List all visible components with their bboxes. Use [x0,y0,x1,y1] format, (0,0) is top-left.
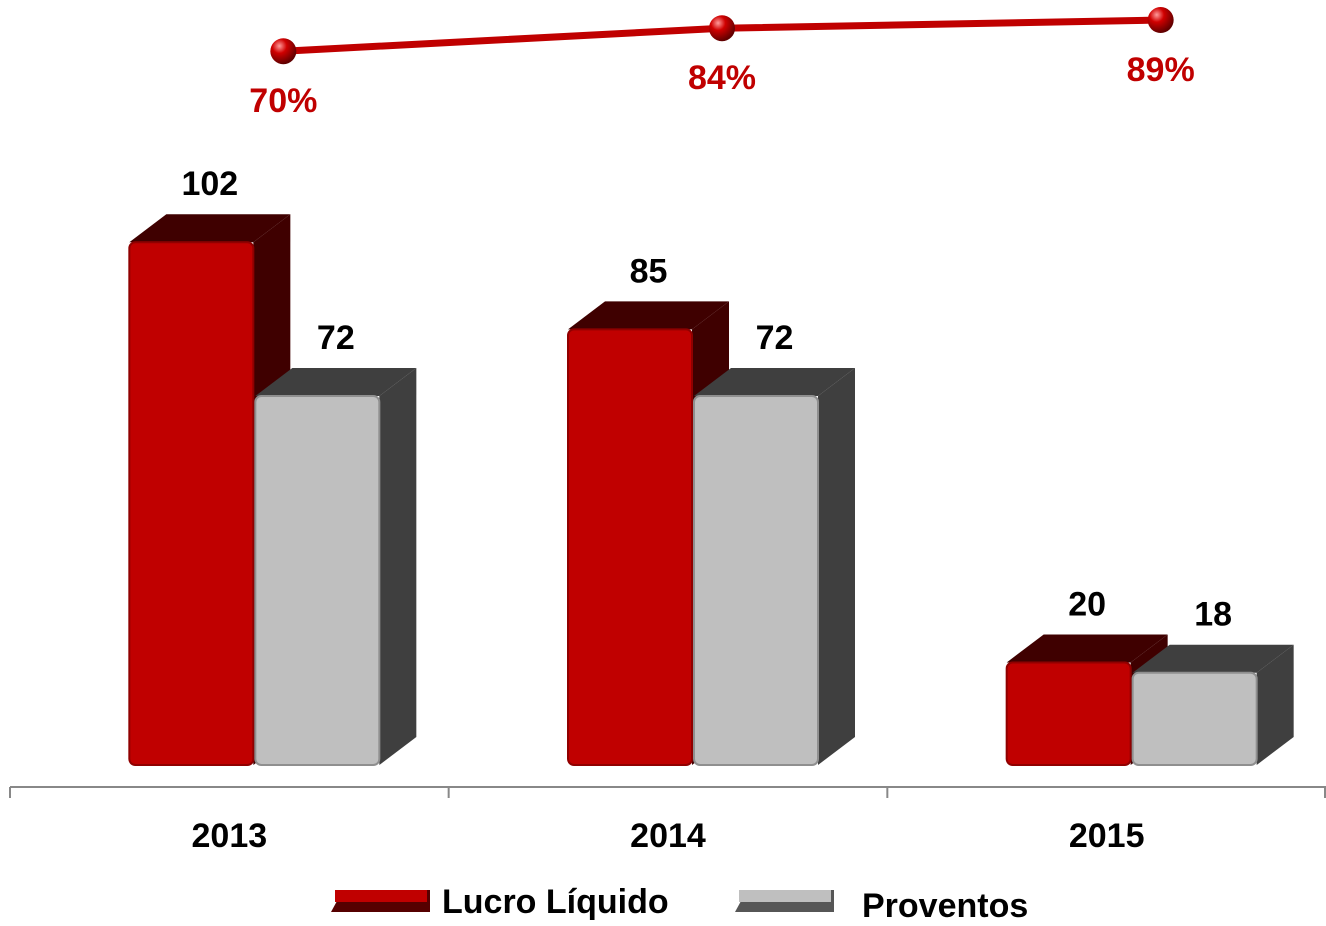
bar-top [568,301,729,330]
data-label: 18 [1194,596,1232,634]
data-label: 85 [630,252,668,290]
legend-label: Lucro Líquido [442,883,669,921]
bar-top [255,368,417,396]
bar [567,328,693,766]
data-label: 84% [688,59,756,97]
line-marker [1147,7,1174,34]
data-label: 89% [1127,51,1195,89]
data-label: 70% [249,82,317,120]
bar [128,241,255,766]
legend-swatch [335,890,427,902]
x-tick-label: 2014 [630,817,706,855]
data-label: 72 [756,319,794,357]
bar-side [1256,644,1294,765]
line-marker [270,38,297,65]
bar-top [1006,634,1168,663]
bar-side [379,368,417,765]
bar [1005,661,1132,766]
x-tick-label: 2015 [1069,817,1145,855]
bar [693,395,819,766]
bar-top [129,214,291,243]
bar [1131,671,1258,766]
bar-top [694,368,855,396]
x-tick-label: 2013 [192,817,268,855]
line-marker [709,15,735,42]
data-label: 20 [1068,585,1106,623]
legend-label: Proventos [862,887,1028,925]
bar-top [1132,644,1294,673]
bar [254,395,381,766]
data-label: 72 [317,319,355,357]
legend-swatch [739,890,831,902]
data-label: 102 [181,165,238,203]
bar-3d [693,368,855,766]
bar-3d [254,368,417,766]
bar-3d [1131,644,1294,766]
bar-side [818,368,855,765]
